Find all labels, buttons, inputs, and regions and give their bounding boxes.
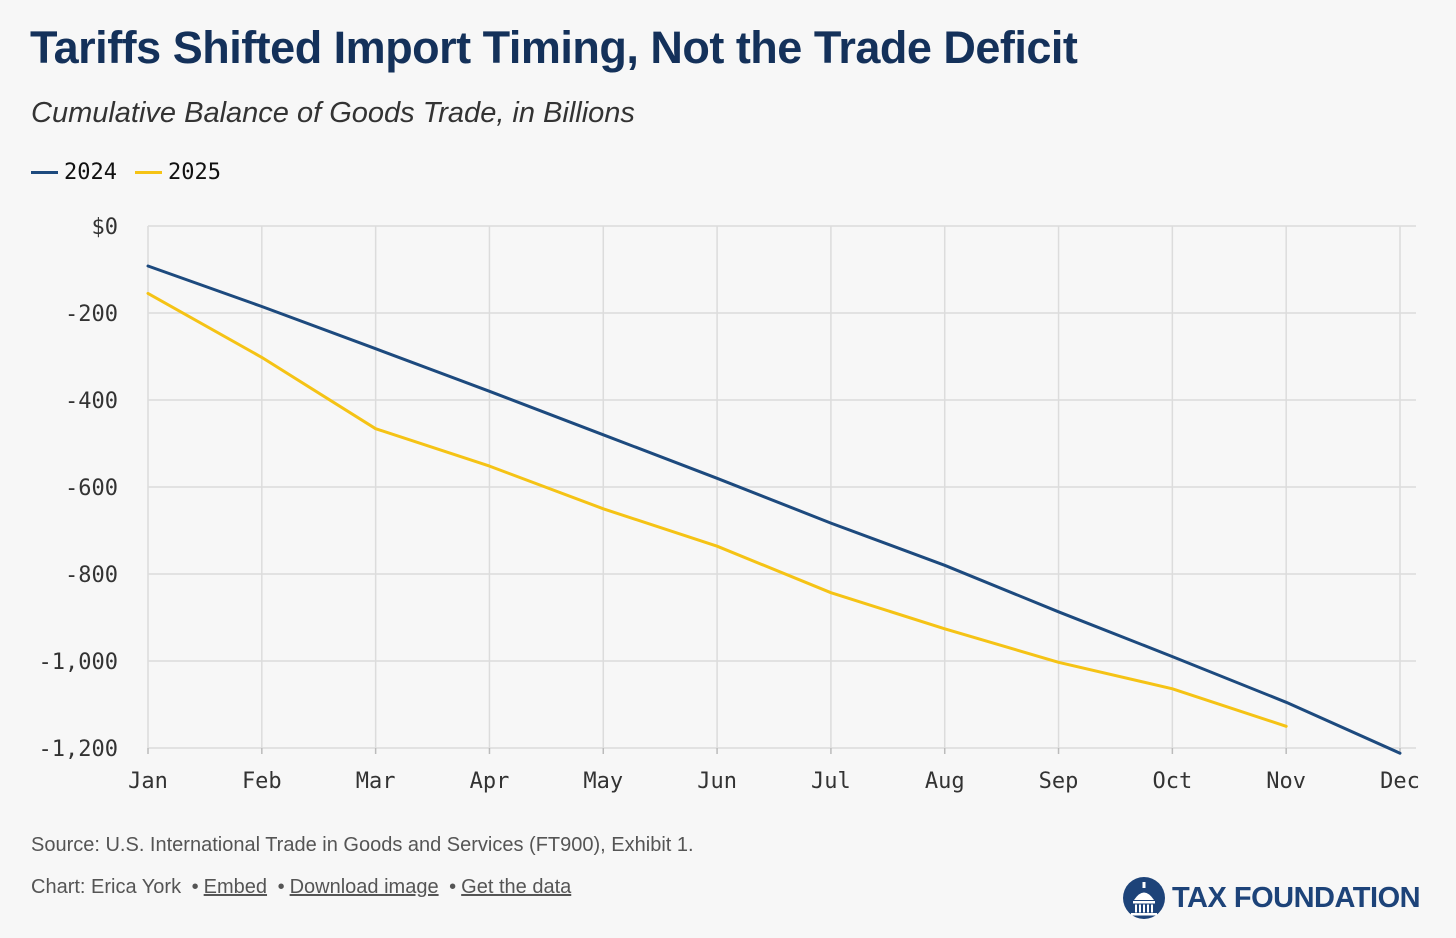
legend-label-2025: 2025 [167,160,221,185]
y-tick-label: -600 [65,476,118,501]
legend-label-2024: 2024 [64,160,117,185]
y-tick-label: -200 [65,302,118,327]
x-tick-label: Sep [1039,769,1079,794]
legend-swatch-2025 [134,171,162,174]
x-tick-label: May [583,769,623,794]
chart-title: Tariffs Shifted Import Timing, Not the T… [30,22,1078,73]
x-tick-label: Nov [1266,769,1306,794]
x-tick-label: Apr [470,769,510,794]
source-note: Source: U.S. International Trade in Good… [31,834,694,856]
x-tick-label: Dec [1380,769,1420,794]
legend-item-2025: 2025 [134,160,221,185]
capitol-dome-icon [1123,877,1165,919]
x-tick-label: Feb [242,769,282,794]
separator: • [277,876,285,898]
get-data-link[interactable]: Get the data [461,876,572,898]
y-tick-label: -800 [65,563,118,588]
embed-link[interactable]: Embed [203,876,268,898]
y-tick-label: -1,000 [39,650,118,675]
chart-credit: Chart: Erica York [31,876,182,898]
credits-line: Chart: Erica York • Embed • Download image… [31,876,571,899]
legend-item-2024: 2024 [31,160,117,185]
x-tick-label: Mar [356,769,396,794]
legend-swatch-2024 [31,171,58,174]
y-tick-label: -400 [65,389,118,414]
x-tick-label: Aug [925,769,965,794]
x-tick-label: Jan [128,769,168,794]
separator: • [449,876,457,898]
logo-text: TAX FOUNDATION [1172,881,1421,914]
y-tick-label: $0 [92,215,119,240]
tax-foundation-logo[interactable]: TAX FOUNDATION [1122,876,1421,920]
separator: • [191,876,199,898]
download-image-link[interactable]: Download image [289,876,439,898]
y-tick-label: -1,200 [39,737,118,762]
x-tick-label: Jun [697,769,737,794]
series-line-2024 [146,264,1402,755]
series-line-2025 [146,291,1288,728]
legend: 2024 2025 [31,160,239,185]
chart-subtitle: Cumulative Balance of Goods Trade, in Bi… [31,97,635,129]
x-tick-label: Oct [1152,769,1192,794]
x-tick-label: Jul [811,769,851,794]
